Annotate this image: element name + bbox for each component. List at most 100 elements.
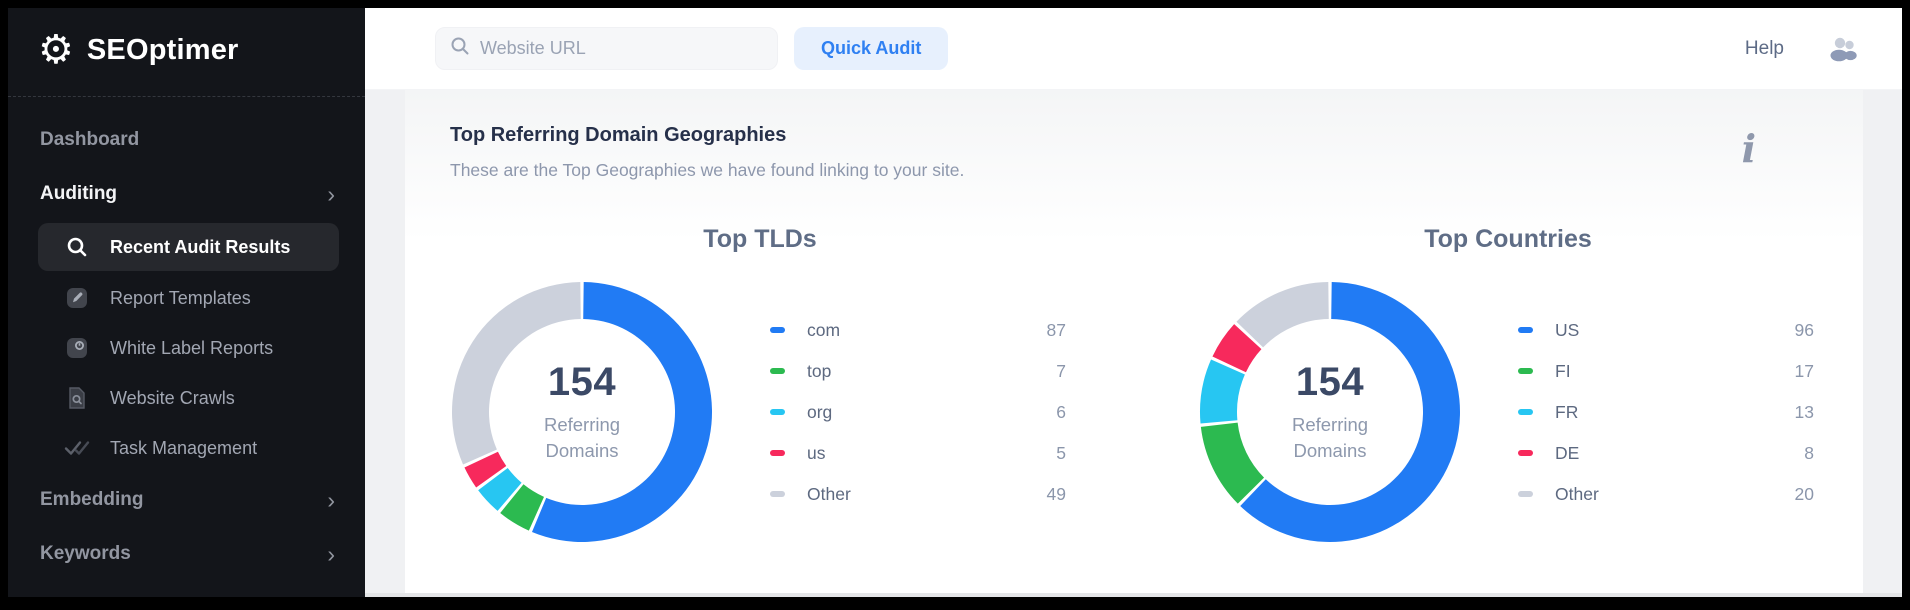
legend-row: Other 49 <box>770 474 1066 515</box>
chevron-right-icon: › <box>327 486 335 513</box>
donut-svg <box>1199 282 1460 542</box>
legend-value: 13 <box>1794 401 1814 422</box>
chart-body: 154 Referring Domains <box>450 280 1070 544</box>
sidebar-item-website-crawls[interactable]: Website Crawls <box>8 373 365 423</box>
chart-body: 154 Referring Domains <box>1198 280 1818 544</box>
sidebar-item-task-management[interactable]: Task Management <box>8 423 365 473</box>
chart-group-top-countries: Top Countries 154 Referring Domains <box>1198 225 1818 544</box>
legend-label: Other <box>807 483 851 504</box>
donut-center-label: 154 Referring Domains <box>1198 280 1462 544</box>
sidebar-item-white-label-reports[interactable]: White Label Reports <box>8 323 365 373</box>
referring-domains-count: 154 <box>1295 360 1365 405</box>
sidebar-item-label: Keywords <box>40 543 131 564</box>
sidebar-divider <box>8 96 365 97</box>
sidebar-item-label: Task Management <box>110 437 258 458</box>
referring-domains-label: Referring Domains <box>1291 414 1369 461</box>
sidebar-item-label: Recent Audit Results <box>110 236 291 257</box>
sidebar-item-auditing[interactable]: Auditing › <box>8 167 365 221</box>
legend-marker <box>1518 368 1533 374</box>
legend-value: 49 <box>1046 483 1066 504</box>
legend-label: US <box>1555 319 1580 340</box>
sidebar-item-label: Embedding <box>40 489 144 510</box>
legend-label: Other <box>1555 483 1599 504</box>
sidebar-item-keywords[interactable]: Keywords › <box>8 527 365 581</box>
legend-value: 20 <box>1794 483 1814 504</box>
legend-row: FR 13 <box>1518 392 1814 433</box>
legend-label: FR <box>1555 401 1579 422</box>
legend-label: com <box>807 319 841 340</box>
panel-subtitle: These are the Top Geographies we have fo… <box>450 160 965 180</box>
seoptimer-logo[interactable]: ⚙ SEOptimer <box>8 8 365 90</box>
legend-label: FI <box>1555 360 1571 381</box>
info-icon[interactable]: i <box>1741 126 1756 171</box>
topbar: Quick Audit Help <box>365 8 1902 90</box>
legend-marker <box>1518 327 1533 333</box>
help-link[interactable]: Help <box>1744 37 1784 59</box>
account-users-button[interactable] <box>1826 35 1864 63</box>
legend-value: 6 <box>1056 401 1066 422</box>
legend-marker <box>1518 491 1533 497</box>
legend-value: 87 <box>1046 319 1066 340</box>
sidebar-item-recent-audit-results[interactable]: Recent Audit Results <box>38 223 339 271</box>
chart-title: Top TLDs <box>703 225 817 253</box>
legend-value: 96 <box>1794 319 1814 340</box>
sidebar-item-label: Report Templates <box>110 287 251 308</box>
sidebar-item-label: White Label Reports <box>110 337 274 358</box>
seoptimer-gear-icon: ⚙ <box>38 27 74 73</box>
website-url-input[interactable] <box>480 38 763 59</box>
panel-title: Top Referring Domain Geographies <box>450 124 787 146</box>
legend-label: DE <box>1555 442 1580 463</box>
legend-row: DE 8 <box>1518 433 1814 474</box>
legend-row: org 6 <box>770 392 1066 433</box>
legend-row: top 7 <box>770 351 1066 392</box>
legend-marker <box>1518 450 1533 456</box>
legend-label: us <box>807 442 826 463</box>
content-area: Top Referring Domain Geographies These a… <box>365 90 1902 593</box>
charts-row: Top TLDs 154 Referring Domains <box>450 225 1818 544</box>
legend-row: com 87 <box>770 310 1066 351</box>
legend-label: org <box>807 401 833 422</box>
website-url-search[interactable] <box>435 27 778 70</box>
legend-value: 17 <box>1794 360 1814 381</box>
sidebar-nav: Dashboard Auditing › Recent Audit Result… <box>8 97 365 581</box>
sidebar-item-label: Auditing <box>40 183 118 204</box>
legend-label: top <box>807 360 832 381</box>
legend-value: 8 <box>1804 442 1814 463</box>
chart-group-top-tlds: Top TLDs 154 Referring Domains <box>450 225 1070 544</box>
referring-domains-label: Referring Domains <box>543 414 621 461</box>
sidebar-item-dashboard[interactable]: Dashboard <box>8 113 365 167</box>
seoptimer-logo-text: SEOptimer <box>86 33 239 66</box>
double-check-icon <box>64 435 90 461</box>
users-icon <box>1830 37 1857 61</box>
main-column: Quick Audit Help Top Referring Domain <box>365 8 1902 597</box>
sidebar-item-embedding[interactable]: Embedding › <box>8 473 365 527</box>
legend-marker <box>770 327 785 333</box>
geographies-panel: Top Referring Domain Geographies These a… <box>405 90 1863 593</box>
legend-row: US 96 <box>1518 310 1814 351</box>
search-icon <box>64 234 90 260</box>
donut-chart-countries: 154 Referring Domains <box>1198 280 1462 544</box>
legend-marker <box>770 368 785 374</box>
sidebar: ⚙ SEOptimer Dashboard Auditing › Recent … <box>8 8 365 597</box>
quick-audit-button[interactable]: Quick Audit <box>794 27 949 70</box>
sidebar-item-label: Dashboard <box>40 129 140 150</box>
crawl-document-icon <box>64 385 90 411</box>
app-window: ⚙ SEOptimer Dashboard Auditing › Recent … <box>8 8 1902 597</box>
search-icon <box>450 36 470 61</box>
donut-center-label: 154 Referring Domains <box>450 280 714 544</box>
legend-value: 7 <box>1056 360 1066 381</box>
donut-svg <box>451 282 713 542</box>
donut-chart-tlds: 154 Referring Domains <box>450 280 714 544</box>
panel-header: Top Referring Domain Geographies These a… <box>450 124 1818 181</box>
sidebar-item-report-templates[interactable]: Report Templates <box>8 273 365 323</box>
legend-marker <box>770 491 785 497</box>
panel-header-text: Top Referring Domain Geographies These a… <box>450 124 964 181</box>
chevron-right-icon: › <box>327 180 335 207</box>
legend-row: us 5 <box>770 433 1066 474</box>
legend-value: 5 <box>1056 442 1066 463</box>
legend-countries: US 96 FI 17 <box>1518 310 1814 515</box>
sidebar-item-label: Website Crawls <box>110 387 235 408</box>
referring-domains-count: 154 <box>547 360 617 405</box>
legend-marker <box>1518 409 1533 415</box>
